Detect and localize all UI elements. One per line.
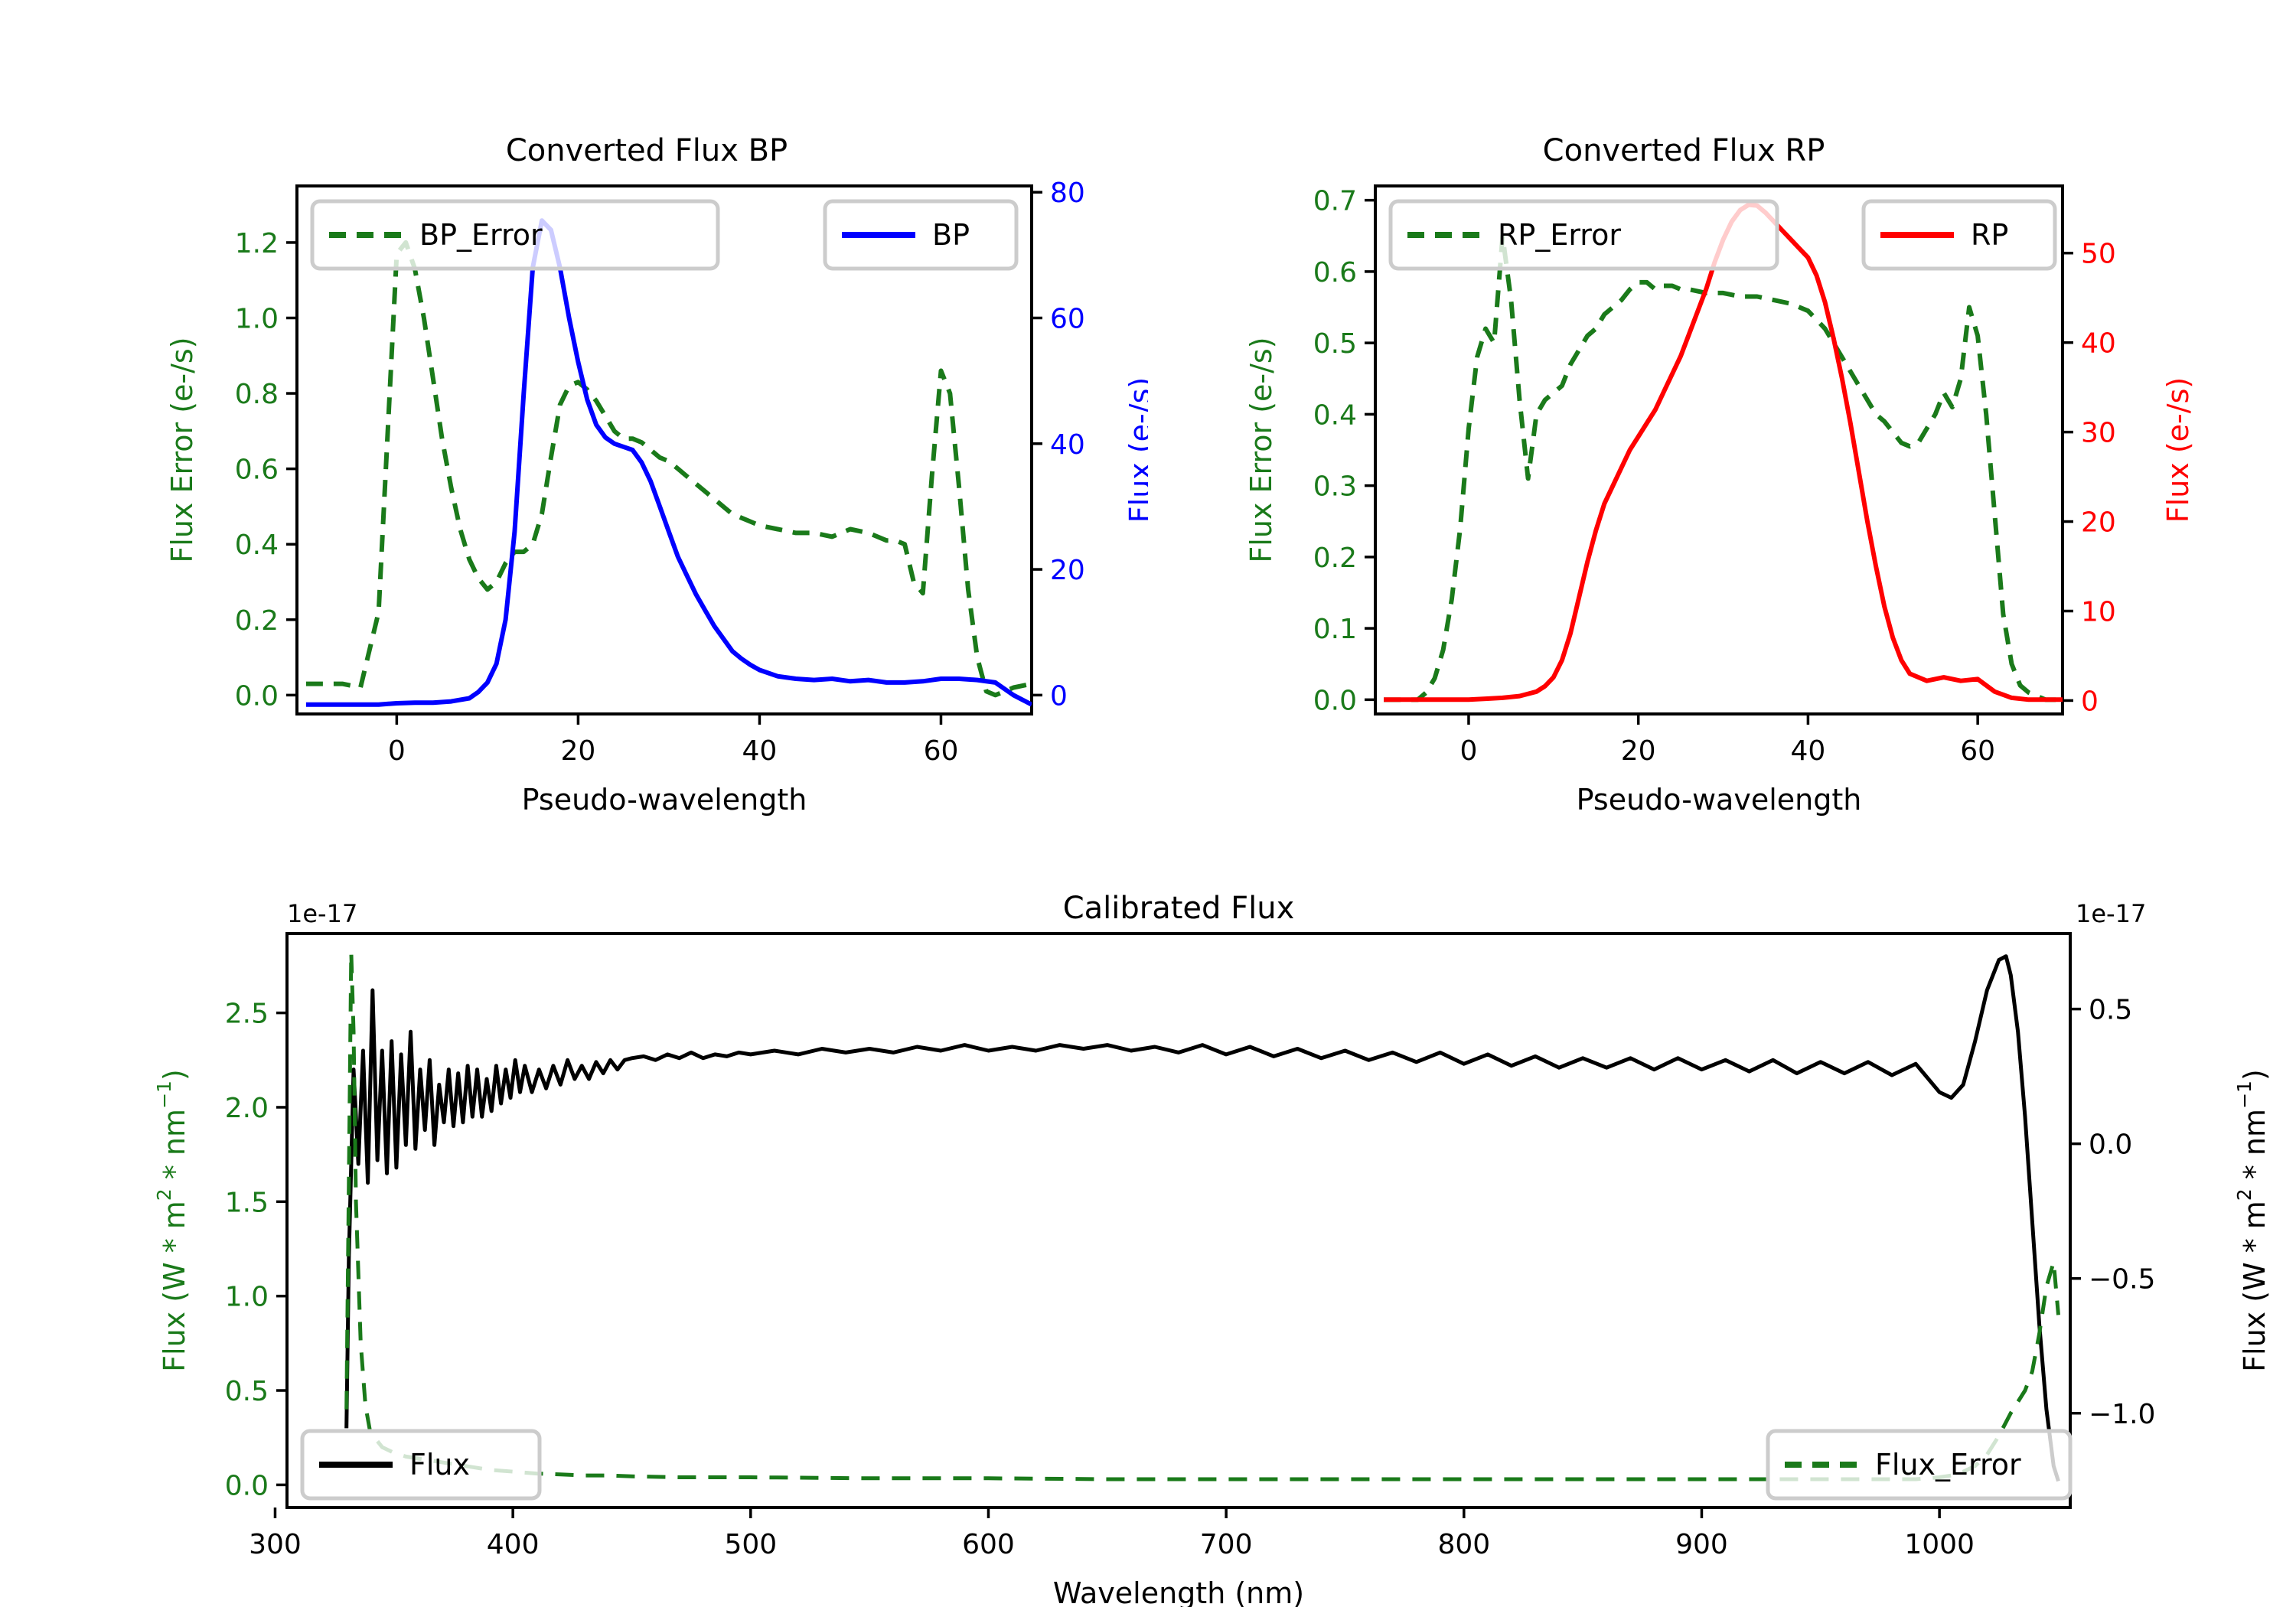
y-tick-label-right: 80 [1050, 178, 1085, 209]
y-tick-label-left: 0.2 [1313, 543, 1357, 574]
x-tick-label: 20 [561, 735, 596, 767]
y-axis-label-left: Flux Error (e-/s) [1244, 337, 1278, 562]
y-tick-label-left: 0.8 [235, 379, 279, 410]
y-tick-label-left: 0.6 [235, 455, 279, 486]
y-tick-label-left: 2.0 [225, 1093, 269, 1124]
calibrated-chart-svg: Calibrated Flux 1e-17 1e-17 300 400 500 600… [153, 891, 2272, 1607]
y-tick-label-right: 40 [1050, 429, 1085, 461]
series-rp [1384, 202, 2063, 702]
x-tick-label: 60 [924, 735, 959, 767]
x-tick-label: 1000 [1904, 1529, 1975, 1560]
x-tick-label: 40 [742, 735, 778, 767]
legend-label: RP_Error [1498, 218, 1621, 252]
y-tick-label-left: 0.7 [1313, 186, 1357, 217]
y-tick-label-right: 10 [2081, 597, 2116, 628]
legend-label: Flux [409, 1448, 470, 1482]
x-tick-label: 60 [1960, 735, 1995, 767]
legend-rp[interactable]: RP [1861, 199, 2057, 271]
x-axis-label: Pseudo-wavelength [1577, 783, 1862, 817]
y-tick-label-right: 60 [1050, 304, 1085, 335]
series-bp_error [305, 240, 1032, 698]
legend-label: RP [1971, 218, 2008, 252]
bp-title: Converted Flux BP [506, 133, 788, 168]
rp-chart-svg: Converted Flux RP 0 20 40 60 Pseudo-waveleng… [1244, 133, 2195, 817]
y-tick-label-left: 0.0 [1313, 685, 1357, 716]
x-tick-label: 400 [487, 1529, 540, 1560]
offset-left-label: 1e-17 [287, 899, 357, 928]
y-tick-label-right: 20 [1050, 555, 1085, 586]
x-tick-label: 0 [388, 735, 406, 767]
x-tick-label: 40 [1791, 735, 1826, 767]
bp-chart-svg: Converted Flux BP 0 20 40 60 Pseudo-waveleng… [165, 133, 1149, 817]
y-axis-label-left: Flux (W * m2 * nm−1) [153, 1069, 191, 1372]
legend-flux-error[interactable]: Flux_Error [1766, 1429, 2073, 1501]
calibrated-title: Calibrated Flux [1063, 891, 1295, 926]
legend-flux[interactable]: Flux [300, 1429, 542, 1501]
x-tick-label: 0 [1459, 735, 1477, 767]
y-tick-label-left: 0.6 [1313, 257, 1357, 288]
x-tick-label: 20 [1621, 735, 1656, 767]
y-tick-label-right: 0 [2081, 686, 2099, 717]
y-tick-label-left: 0.3 [1313, 471, 1357, 503]
legend-label: Flux_Error [1875, 1448, 2021, 1482]
y-tick-label-left: 0.0 [225, 1470, 269, 1501]
y-tick-label-left: 0.4 [235, 530, 279, 561]
y-tick-label-left: 1.0 [225, 1282, 269, 1313]
y-tick-label-left: 1.0 [235, 304, 279, 335]
y-tick-label-right: 30 [2081, 418, 2116, 449]
y-tick-label-right: 0.0 [2089, 1129, 2132, 1161]
y-tick-label-left: 0.5 [225, 1376, 269, 1407]
y-tick-label-left: 2.5 [225, 999, 269, 1030]
y-axis-label-right: Flux (e-/s) [2161, 377, 2195, 523]
rp-title: Converted Flux RP [1543, 133, 1825, 168]
x-tick-label: 600 [962, 1529, 1015, 1560]
y-tick-label-left: 0.0 [235, 680, 279, 712]
y-tick-label-left: 0.4 [1313, 399, 1357, 431]
y-tick-label-left: 1.2 [235, 228, 279, 259]
y-axis-label-right: Flux (W * m2 * nm−1) [2233, 1069, 2272, 1372]
legend-bp-error[interactable]: BP_Error [310, 199, 720, 271]
x-tick-label: 900 [1675, 1529, 1728, 1560]
series-bp [305, 218, 1032, 707]
series-rp_error [1384, 233, 2063, 702]
y-tick-label-left: 1.5 [225, 1187, 269, 1218]
y-tick-label-left: 0.1 [1313, 614, 1357, 645]
y-tick-label-left: 0.2 [235, 605, 279, 637]
x-axis-label: Pseudo-wavelength [522, 783, 807, 817]
y-tick-label-right: −0.5 [2089, 1264, 2155, 1296]
y-tick-label-right: 40 [2081, 328, 2116, 360]
x-tick-label: 300 [249, 1529, 302, 1560]
panel-converted-flux-rp: Converted Flux RP 0 20 40 60 Pseudo-waveleng… [1148, 0, 2296, 826]
x-tick-label: 800 [1437, 1529, 1490, 1560]
y-tick-label-right: 0.5 [2089, 995, 2132, 1026]
x-tick-label: 700 [1200, 1529, 1253, 1560]
y-tick-label-right: 0 [1050, 680, 1068, 712]
legend-label: BP [932, 218, 970, 252]
series-flux_error [344, 950, 2060, 1482]
y-tick-label-left: 0.5 [1313, 328, 1357, 360]
y-tick-label-right: −1.0 [2089, 1399, 2155, 1430]
legend-bp[interactable]: BP [823, 199, 1019, 271]
series-flux [344, 954, 2060, 1482]
legend-rp-error[interactable]: RP_Error [1388, 199, 1779, 271]
panel-calibrated-flux: Calibrated Flux 1e-17 1e-17 300 400 500 600… [0, 826, 2296, 1607]
y-tick-label-right: 50 [2081, 239, 2116, 270]
legend-label: BP_Error [419, 218, 543, 252]
panel-converted-flux-bp: Converted Flux BP 0 20 40 60 Pseudo-waveleng… [0, 0, 1149, 826]
y-tick-label-right: 20 [2081, 507, 2116, 539]
y-axis-label-left: Flux Error (e-/s) [165, 337, 199, 562]
offset-right-label: 1e-17 [2076, 899, 2146, 928]
x-tick-label: 500 [724, 1529, 777, 1560]
x-axis-label: Wavelength (nm) [1053, 1576, 1304, 1607]
y-axis-label-right: Flux (e-/s) [1124, 377, 1149, 523]
